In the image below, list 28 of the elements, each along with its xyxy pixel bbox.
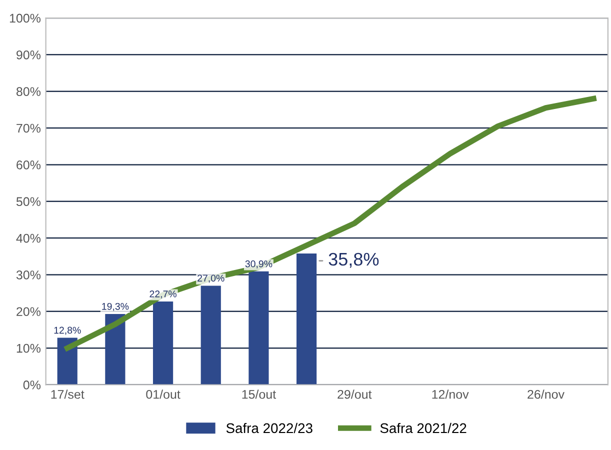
y-tick-label: 60% [16,160,41,170]
x-tick-label: 17/set [51,390,84,399]
bar [57,338,78,385]
data-label: 12,8% [54,326,81,335]
x-tick-label: 29/out [338,390,372,399]
y-tick-label: 50% [16,197,41,206]
x-tick-label: 15/out [242,390,276,399]
y-tick-label: 20% [16,307,41,316]
y-tick-label: 10% [16,344,41,353]
x-tick-label: 12/nov [432,390,469,399]
data-label: 35,8% [328,252,379,268]
x-tick-label: 01/out [146,390,180,399]
y-tick-label: 30% [16,270,41,280]
y-tick-label: 90% [16,50,41,60]
bar [200,286,221,385]
y-tick-label: 100% [10,14,41,23]
data-label: 19,3% [102,302,129,311]
bar [296,253,317,385]
data-label: 30,9% [245,260,272,268]
legend-label: Safra 2022/23 [226,422,312,434]
bar [152,302,174,385]
bar [248,271,269,385]
y-tick-label: 0% [23,380,41,390]
y-tick-label: 70% [16,124,41,133]
y-tick-label: 80% [16,87,41,96]
x-tick-label: 26/nov [528,390,564,399]
y-tick-label: 40% [16,234,41,243]
legend-label: Safra 2021/22 [380,422,466,434]
